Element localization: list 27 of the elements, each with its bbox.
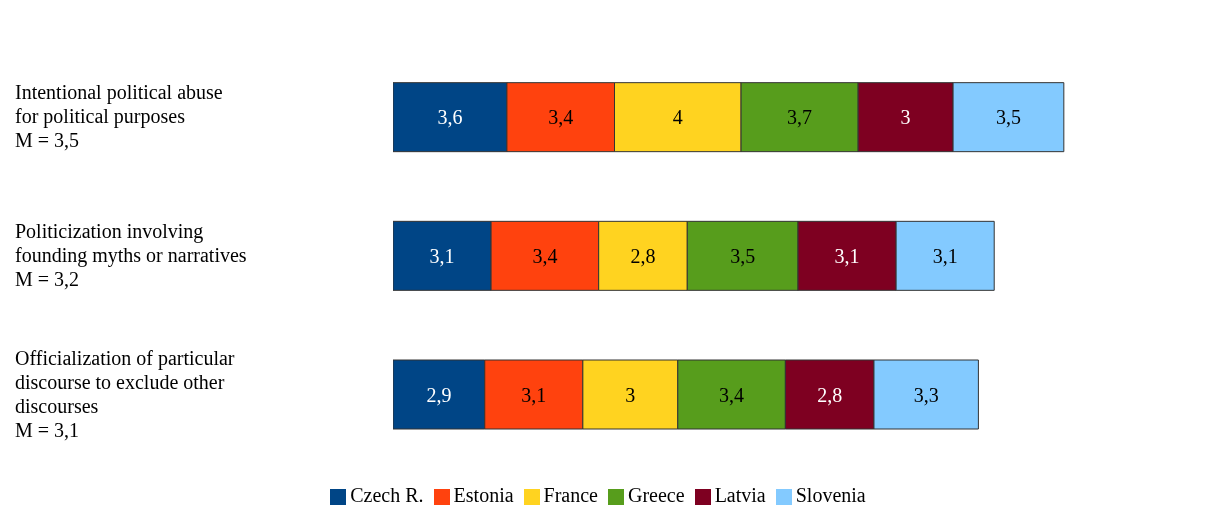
- data-label: 3: [625, 383, 636, 406]
- data-label: 3: [900, 106, 911, 129]
- data-label: 3,4: [719, 383, 745, 406]
- data-label: 2,9: [426, 383, 452, 406]
- data-label: 2,8: [630, 244, 656, 267]
- data-label: 3,7: [787, 106, 813, 129]
- data-label: 3,1: [521, 383, 547, 406]
- legend-label: Slovenia: [795, 484, 866, 506]
- legend-label: Estonia: [453, 484, 514, 506]
- legend-label: Greece: [628, 484, 685, 506]
- data-label: 3,3: [913, 383, 939, 406]
- data-label: 3,4: [532, 244, 558, 267]
- data-label: 2,8: [817, 383, 843, 406]
- legend-label: Czech R.: [350, 484, 424, 506]
- data-label: 3,5: [995, 106, 1021, 129]
- legend-label: France: [543, 484, 598, 506]
- y-tick-label: Politicization involving founding myths or narratives M = 3,2: [15, 220, 247, 290]
- data-label: 3,1: [834, 244, 860, 267]
- data-label: 4: [672, 106, 683, 129]
- y-tick-label: Intentional political abuse for political purposes M = 3,5: [15, 81, 223, 152]
- data-label: 3,5: [730, 244, 756, 267]
- data-label: 3,4: [548, 106, 574, 129]
- data-label: 3,1: [429, 244, 455, 267]
- y-tick-label: Officialization of particular discourse to exclude other discourses M = 3,1: [15, 346, 235, 441]
- data-label: 3,6: [437, 106, 463, 129]
- legend-label: Latvia: [714, 484, 766, 506]
- data-label: 3,1: [932, 244, 958, 267]
